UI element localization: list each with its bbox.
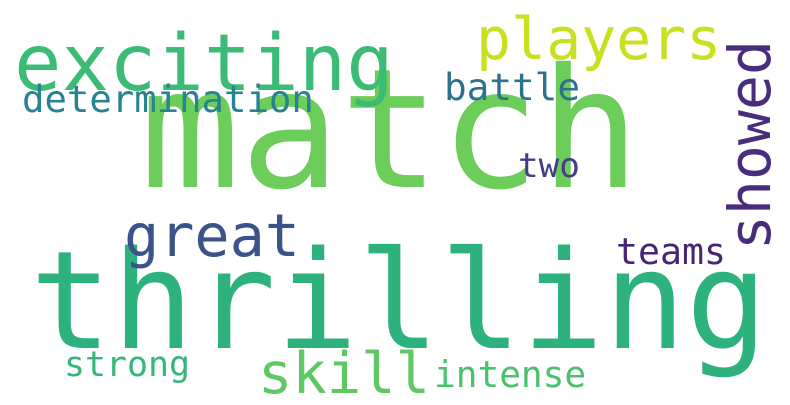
word-strong: strong [64,344,191,385]
word-two: two [518,146,580,186]
word-showed: showed [715,40,784,251]
word-thrilling: thrilling [30,223,768,381]
word-players: players [476,5,722,73]
word-great: great [124,202,301,270]
word-teams: teams [616,229,726,273]
word-intense: intense [434,353,587,396]
word-match: match [140,34,641,227]
word-determination: determination [22,76,314,121]
word-skill: skill [258,340,430,405]
word-exciting: exciting [14,16,394,109]
word-battle: battle [444,65,581,109]
